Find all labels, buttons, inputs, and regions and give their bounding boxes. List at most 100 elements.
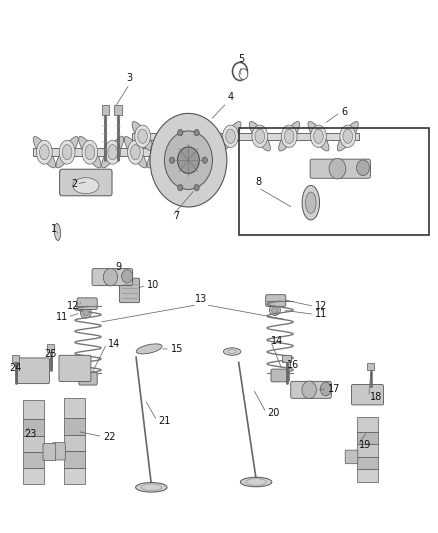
Ellipse shape — [82, 140, 98, 164]
Ellipse shape — [196, 140, 212, 164]
Ellipse shape — [56, 136, 78, 168]
FancyBboxPatch shape — [291, 381, 331, 398]
Text: 13: 13 — [195, 294, 208, 304]
Ellipse shape — [127, 140, 143, 164]
Circle shape — [177, 147, 199, 173]
Circle shape — [357, 160, 369, 175]
Ellipse shape — [79, 136, 101, 168]
FancyBboxPatch shape — [77, 298, 97, 310]
Bar — [357, 445, 378, 457]
FancyBboxPatch shape — [18, 358, 49, 384]
Circle shape — [239, 69, 248, 79]
Bar — [64, 468, 85, 484]
Ellipse shape — [279, 122, 300, 151]
Circle shape — [329, 158, 346, 179]
Text: 18: 18 — [370, 392, 382, 402]
Bar — [64, 398, 85, 418]
Text: 25: 25 — [44, 349, 57, 359]
Ellipse shape — [302, 185, 320, 220]
Ellipse shape — [284, 129, 294, 143]
Text: 12: 12 — [67, 301, 79, 311]
Text: 19: 19 — [359, 440, 371, 450]
Circle shape — [178, 184, 183, 191]
Ellipse shape — [223, 348, 241, 356]
Circle shape — [194, 184, 199, 191]
Circle shape — [170, 157, 175, 164]
Circle shape — [103, 268, 118, 286]
FancyBboxPatch shape — [79, 372, 97, 385]
Text: 10: 10 — [147, 280, 159, 290]
Circle shape — [194, 130, 199, 136]
Text: 11: 11 — [56, 312, 68, 322]
Ellipse shape — [314, 129, 323, 143]
FancyBboxPatch shape — [266, 295, 286, 306]
Ellipse shape — [343, 129, 353, 143]
Ellipse shape — [281, 125, 297, 148]
Ellipse shape — [337, 122, 358, 151]
Text: 9: 9 — [116, 262, 122, 272]
Circle shape — [320, 382, 332, 395]
Ellipse shape — [196, 129, 206, 143]
Text: 1: 1 — [51, 224, 57, 235]
Bar — [64, 418, 85, 435]
Ellipse shape — [147, 136, 170, 168]
Text: 21: 21 — [158, 416, 170, 426]
Text: 14: 14 — [108, 338, 120, 349]
Ellipse shape — [173, 140, 189, 164]
Ellipse shape — [240, 477, 272, 487]
Ellipse shape — [193, 125, 209, 148]
FancyBboxPatch shape — [310, 159, 371, 178]
Bar — [23, 468, 44, 484]
FancyBboxPatch shape — [271, 369, 289, 382]
Bar — [33, 149, 215, 156]
Ellipse shape — [108, 144, 117, 160]
Text: 15: 15 — [171, 344, 184, 354]
Text: 5: 5 — [238, 54, 244, 64]
Text: 6: 6 — [341, 107, 347, 117]
Ellipse shape — [308, 122, 329, 151]
FancyBboxPatch shape — [53, 442, 65, 460]
Ellipse shape — [39, 144, 49, 160]
Ellipse shape — [33, 136, 56, 168]
Ellipse shape — [269, 305, 280, 316]
Circle shape — [302, 381, 316, 399]
Ellipse shape — [132, 122, 153, 151]
Ellipse shape — [136, 344, 162, 354]
Circle shape — [178, 130, 183, 136]
Text: 20: 20 — [267, 408, 279, 418]
Text: 4: 4 — [228, 92, 234, 102]
Text: 14: 14 — [272, 336, 284, 346]
Circle shape — [150, 114, 227, 207]
Ellipse shape — [153, 144, 163, 160]
Ellipse shape — [306, 192, 316, 213]
Bar — [23, 419, 44, 436]
Ellipse shape — [340, 125, 356, 148]
FancyBboxPatch shape — [345, 450, 358, 464]
Ellipse shape — [199, 144, 208, 160]
Ellipse shape — [124, 136, 147, 168]
Text: 24: 24 — [10, 362, 22, 373]
Text: 23: 23 — [25, 429, 37, 439]
Text: 16: 16 — [287, 360, 299, 370]
Bar — [12, 355, 19, 362]
Ellipse shape — [62, 144, 72, 160]
Ellipse shape — [135, 125, 150, 148]
FancyBboxPatch shape — [60, 169, 112, 196]
Bar — [357, 470, 378, 482]
Ellipse shape — [164, 125, 180, 148]
Circle shape — [164, 131, 212, 189]
Circle shape — [122, 270, 133, 283]
Ellipse shape — [136, 482, 167, 492]
Ellipse shape — [191, 122, 212, 151]
Ellipse shape — [131, 144, 140, 160]
Text: 8: 8 — [255, 177, 261, 187]
Ellipse shape — [220, 122, 241, 151]
Ellipse shape — [170, 136, 192, 168]
Ellipse shape — [311, 125, 326, 148]
Ellipse shape — [167, 129, 177, 143]
Ellipse shape — [249, 122, 270, 151]
Ellipse shape — [193, 136, 215, 168]
Text: 3: 3 — [127, 73, 133, 83]
FancyBboxPatch shape — [59, 356, 91, 382]
FancyBboxPatch shape — [351, 384, 383, 405]
